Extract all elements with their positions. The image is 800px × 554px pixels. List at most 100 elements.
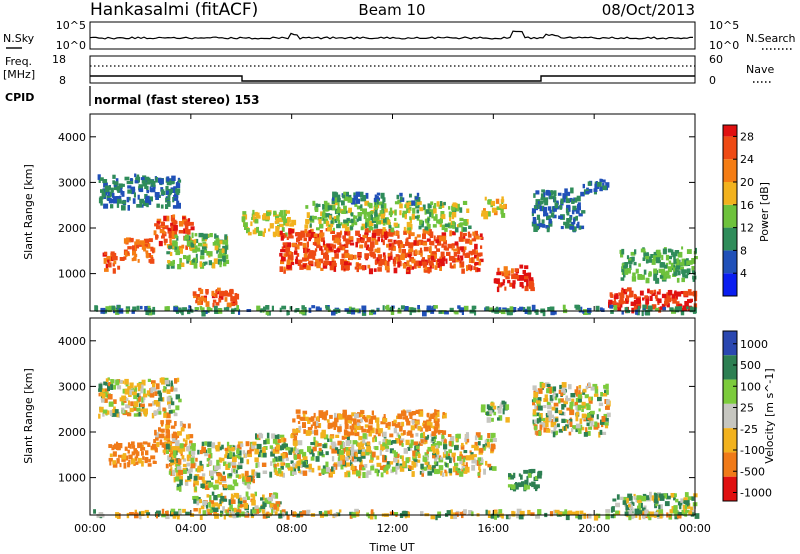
velocity-cell — [389, 511, 394, 516]
power-cell — [246, 228, 250, 234]
power-cell — [448, 206, 451, 210]
velocity-cell — [115, 379, 120, 386]
power-cell — [471, 238, 477, 242]
velocity-cell — [174, 378, 178, 384]
velocity-cell — [185, 482, 189, 486]
velocity-cell — [200, 505, 205, 510]
power-cell — [545, 225, 550, 229]
velocity-cell — [240, 443, 244, 447]
power-cell — [387, 252, 392, 259]
velocity-cell — [239, 497, 243, 501]
velocity-cell — [210, 474, 213, 479]
power-cell — [280, 256, 286, 262]
velocity-cell — [313, 436, 316, 443]
velocity-cell — [278, 513, 283, 519]
velocity-cell — [220, 510, 224, 514]
velocity-cell — [683, 497, 688, 502]
power-cell — [557, 192, 562, 196]
power-cell — [344, 253, 350, 258]
power-cell — [676, 265, 680, 270]
power-cell — [166, 176, 170, 182]
freq-trace — [90, 75, 695, 82]
velocity-cell — [247, 496, 250, 500]
velocity-cell — [581, 401, 586, 406]
power-cell — [669, 307, 674, 312]
power-cell — [166, 244, 169, 248]
power-cell — [651, 259, 656, 265]
power-cell — [281, 215, 284, 221]
velocity-cell — [168, 410, 173, 414]
power-cell — [185, 234, 189, 240]
velocity-cell — [262, 512, 268, 519]
velocity-cell — [170, 461, 174, 466]
velocity-cell — [237, 504, 240, 511]
velocity-cell — [347, 414, 353, 421]
power-cell — [121, 183, 125, 187]
velocity-cell — [575, 404, 580, 411]
velocity-cell — [568, 510, 573, 516]
velocity-cell — [98, 388, 102, 392]
power-cell — [439, 266, 442, 271]
velocity-cell — [554, 407, 559, 414]
velocity-cell — [505, 417, 510, 423]
velocity-cell — [355, 511, 360, 517]
velocity-cell — [580, 426, 585, 431]
velocity-cell — [511, 511, 516, 517]
power-cell — [656, 249, 661, 255]
power-cell — [486, 211, 491, 217]
velocity-cell — [272, 438, 278, 444]
velocity-cell — [219, 499, 222, 504]
power-cell — [318, 232, 324, 238]
velocity-cell — [310, 442, 315, 446]
velocity-cell — [401, 421, 405, 427]
velocity-cell — [243, 496, 247, 501]
power-cell — [687, 289, 692, 293]
power-cell — [286, 242, 291, 248]
velocity-cell — [598, 431, 601, 438]
velocity-cell — [241, 473, 245, 479]
power-cell — [113, 260, 117, 265]
velocity-cell — [266, 432, 270, 439]
velocity-cell — [117, 454, 123, 458]
power-cell — [410, 232, 415, 237]
power-cell — [393, 256, 396, 262]
power-cell — [200, 249, 205, 256]
power-cell — [433, 235, 436, 242]
velocity-cell — [550, 414, 554, 419]
velocity-cell — [421, 471, 424, 477]
velocity-cell — [471, 444, 476, 449]
power-cell — [644, 295, 649, 299]
power-cell — [185, 245, 188, 250]
power-cell — [275, 218, 279, 224]
power-cell — [107, 198, 112, 201]
velocity-cell — [524, 484, 528, 491]
power-cell — [550, 212, 555, 218]
power-cell — [449, 307, 454, 312]
velocity-cell — [129, 512, 134, 516]
velocity-cell — [318, 472, 322, 476]
velocity-cell — [173, 436, 178, 440]
velocity-cell — [141, 379, 146, 386]
velocity-cell — [111, 413, 117, 417]
velocity-cell — [252, 475, 255, 479]
power-cell — [170, 264, 175, 269]
velocity-cell — [263, 440, 267, 445]
power-cell — [419, 247, 423, 253]
power-cell — [343, 196, 349, 202]
power-cell — [280, 213, 283, 218]
velocity-cell — [629, 496, 633, 501]
velocity-cell — [121, 400, 125, 406]
power-cell — [662, 248, 667, 255]
velocity-cell — [427, 471, 433, 476]
power-cell — [651, 292, 656, 296]
velocity-cell — [105, 378, 109, 382]
power-cell — [383, 260, 387, 266]
velocity-cell — [385, 470, 389, 475]
velocity-cell — [172, 514, 177, 519]
power-cell — [564, 188, 568, 194]
power-cell — [265, 216, 270, 220]
power-cell — [453, 310, 457, 314]
velocity-cell — [288, 450, 293, 455]
power-cell — [637, 305, 641, 310]
velocity-cell — [594, 388, 599, 394]
